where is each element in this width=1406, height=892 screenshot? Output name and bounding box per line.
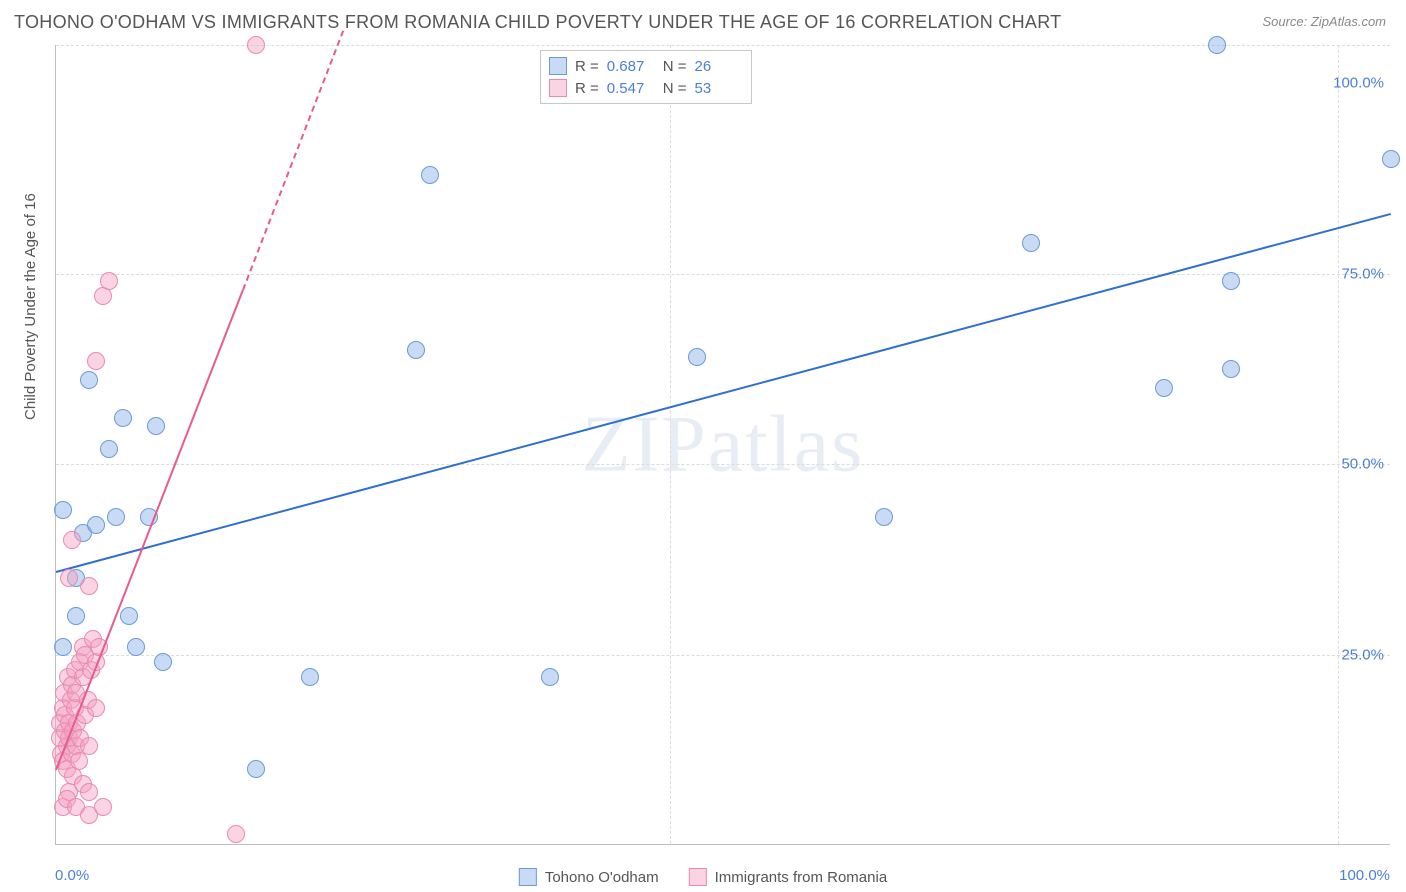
data-point (100, 440, 118, 458)
gridline-h (56, 655, 1390, 656)
data-point (875, 508, 893, 526)
data-point (100, 272, 118, 290)
data-point (120, 607, 138, 625)
n-value: 26 (695, 58, 743, 75)
legend-swatch (549, 79, 567, 97)
data-point (94, 798, 112, 816)
stats-legend: R = 0.687 N = 26 R = 0.547 N = 53 (540, 50, 752, 104)
r-value: 0.547 (607, 80, 655, 97)
bottom-legend: Tohono O'odham Immigrants from Romania (519, 868, 887, 886)
data-point (1208, 36, 1226, 54)
data-point (1222, 272, 1240, 290)
legend-item: Immigrants from Romania (689, 868, 888, 886)
legend-label: Tohono O'odham (545, 869, 659, 886)
correlation-chart: TOHONO O'ODHAM VS IMMIGRANTS FROM ROMANI… (0, 0, 1406, 892)
watermark: ZIPatlas (582, 399, 865, 490)
data-point (87, 352, 105, 370)
data-point (67, 607, 85, 625)
x-tick-label: 100.0% (1339, 867, 1390, 884)
trendline (56, 213, 1392, 573)
n-label: N = (663, 58, 687, 75)
stats-row: R = 0.547 N = 53 (549, 77, 743, 99)
data-point (80, 371, 98, 389)
data-point (1155, 379, 1173, 397)
data-point (80, 577, 98, 595)
y-tick-label: 50.0% (1341, 456, 1384, 473)
plot-area: ZIPatlas (55, 45, 1390, 845)
data-point (688, 348, 706, 366)
gridline-v (670, 45, 671, 844)
data-point (407, 341, 425, 359)
data-point (421, 166, 439, 184)
data-point (1222, 360, 1240, 378)
y-tick-label: 25.0% (1341, 646, 1384, 663)
r-value: 0.687 (607, 58, 655, 75)
gridline-h (56, 464, 1390, 465)
data-point (541, 668, 559, 686)
data-point (1382, 150, 1400, 168)
data-point (1022, 234, 1040, 252)
chart-title: TOHONO O'ODHAM VS IMMIGRANTS FROM ROMANI… (14, 12, 1061, 33)
data-point (87, 516, 105, 534)
gridline-h (56, 274, 1390, 275)
legend-swatch (519, 868, 537, 886)
data-point (247, 36, 265, 54)
legend-label: Immigrants from Romania (715, 869, 888, 886)
data-point (147, 417, 165, 435)
data-point (87, 699, 105, 717)
n-value: 53 (695, 80, 743, 97)
gridline-v (1338, 45, 1339, 844)
legend-item: Tohono O'odham (519, 868, 659, 886)
x-tick-label: 0.0% (55, 867, 89, 884)
data-point (54, 638, 72, 656)
y-axis-label: Child Poverty Under the Age of 16 (22, 193, 39, 420)
data-point (54, 501, 72, 519)
data-point (247, 760, 265, 778)
data-point (301, 668, 319, 686)
y-tick-label: 100.0% (1333, 75, 1384, 92)
data-point (80, 737, 98, 755)
data-point (60, 569, 78, 587)
legend-swatch (549, 57, 567, 75)
y-tick-label: 75.0% (1341, 265, 1384, 282)
r-label: R = (575, 58, 599, 75)
data-point (63, 531, 81, 549)
n-label: N = (663, 80, 687, 97)
data-point (114, 409, 132, 427)
data-point (154, 653, 172, 671)
data-point (70, 752, 88, 770)
data-point (227, 825, 245, 843)
source-attribution: Source: ZipAtlas.com (1262, 14, 1386, 29)
data-point (127, 638, 145, 656)
stats-row: R = 0.687 N = 26 (549, 55, 743, 77)
data-point (80, 783, 98, 801)
r-label: R = (575, 80, 599, 97)
data-point (107, 508, 125, 526)
legend-swatch (689, 868, 707, 886)
watermark-atlas: atlas (708, 400, 865, 488)
trendline (242, 30, 344, 290)
